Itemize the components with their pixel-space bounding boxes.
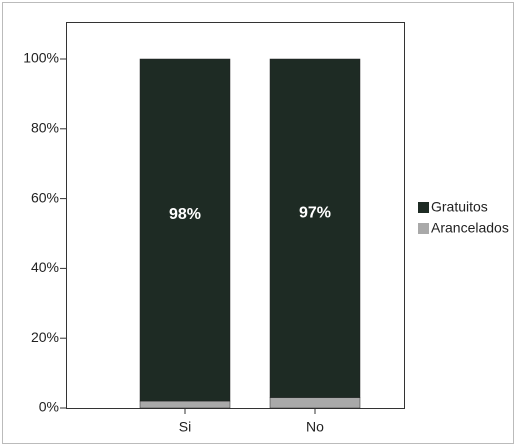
y-tick-label: 40% [31,259,59,275]
y-tick-label: 0% [39,399,59,415]
bar-segment [269,58,361,398]
legend-swatch [418,202,429,213]
value-label: 97% [299,204,331,221]
y-tick-label: 20% [31,329,59,345]
legend-label: Gratuitos [431,199,488,215]
legend-swatch [418,223,429,234]
x-tick-label: No [306,419,324,435]
bar-segment [139,400,231,409]
y-tick-label: 100% [23,50,59,66]
legend-label: Arancelados [431,220,509,236]
x-tick-label: Si [179,419,191,435]
bar-segment [269,397,361,409]
y-tick-label: 80% [31,120,59,136]
y-tick-label: 60% [31,189,59,205]
value-label: 98% [169,206,201,223]
bar-segment [139,58,231,402]
